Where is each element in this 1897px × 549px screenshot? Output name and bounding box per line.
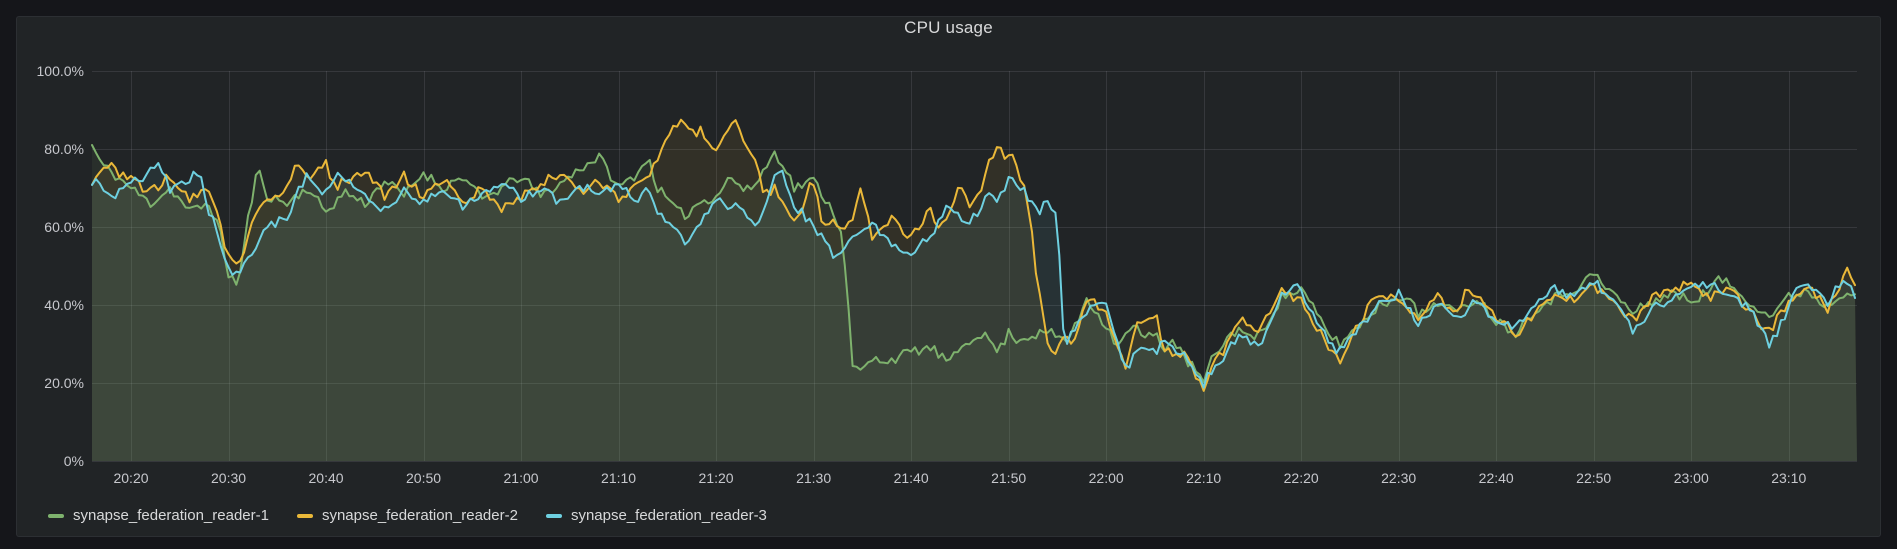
x-axis-label: 22:30 <box>1381 470 1417 486</box>
series-fill-reader-2 <box>92 119 1857 461</box>
legend-swatch-reader-3 <box>545 513 562 518</box>
y-axis-label: 40.0% <box>44 297 84 313</box>
series-lines <box>91 118 1856 392</box>
panel-header: CPU usage <box>16 18 1881 46</box>
x-axis-label: 20:50 <box>406 470 442 486</box>
x-axis-label: 22:50 <box>1576 470 1612 486</box>
x-axis-label: 21:50 <box>991 470 1027 486</box>
x-axis-label: 20:20 <box>113 470 149 486</box>
series-fill-reader-3 <box>92 163 1857 461</box>
series-fill-reader-1 <box>92 145 1857 461</box>
legend: synapse_federation_reader-1 synapse_fede… <box>48 507 767 524</box>
series-fills <box>92 119 1857 461</box>
legend-swatch-reader-1 <box>48 513 64 518</box>
y-axis-label: 60.0% <box>44 219 84 235</box>
legend-label-reader-3: synapse_federation_reader-3 <box>570 507 767 524</box>
cpu-usage-panel <box>16 16 1881 537</box>
legend-label-reader-1: synapse_federation_reader-1 <box>73 507 269 524</box>
x-axis-label: 23:00 <box>1673 470 1709 486</box>
x-axis-label: 22:00 <box>1088 470 1124 486</box>
series-line-reader-3 <box>91 162 1856 389</box>
y-axis-label: 20.0% <box>44 375 84 391</box>
legend-label-reader-2: synapse_federation_reader-2 <box>321 507 518 524</box>
x-axis-label: 21:30 <box>796 470 832 486</box>
series-line-reader-2 <box>91 118 1856 392</box>
legend-item-reader-1[interactable]: synapse_federation_reader-1 <box>48 507 269 524</box>
series-line-reader-1 <box>91 144 1856 384</box>
legend-item-reader-3[interactable]: synapse_federation_reader-3 <box>545 507 767 524</box>
x-axis-label: 21:00 <box>503 470 539 486</box>
y-axis-label: 80.0% <box>44 141 84 157</box>
x-axis-label: 21:20 <box>698 470 734 486</box>
legend-item-reader-2[interactable]: synapse_federation_reader-2 <box>296 507 518 524</box>
x-axis-label: 22:40 <box>1478 470 1514 486</box>
x-axis-label: 23:10 <box>1771 470 1807 486</box>
legend-swatch-reader-2 <box>296 513 313 518</box>
x-axis-label: 21:40 <box>893 470 929 486</box>
x-axis-label: 22:20 <box>1283 470 1319 486</box>
x-axis-label: 21:10 <box>601 470 637 486</box>
x-axis-label: 20:30 <box>210 470 247 486</box>
y-axis-label: 100.0% <box>36 63 84 79</box>
y-axis-label: 0% <box>63 453 84 469</box>
x-axis-label: 20:40 <box>308 470 344 486</box>
grid-lines <box>92 71 1857 462</box>
panel-title[interactable]: CPU usage <box>904 18 993 37</box>
x-axis-label: 22:10 <box>1186 470 1222 486</box>
